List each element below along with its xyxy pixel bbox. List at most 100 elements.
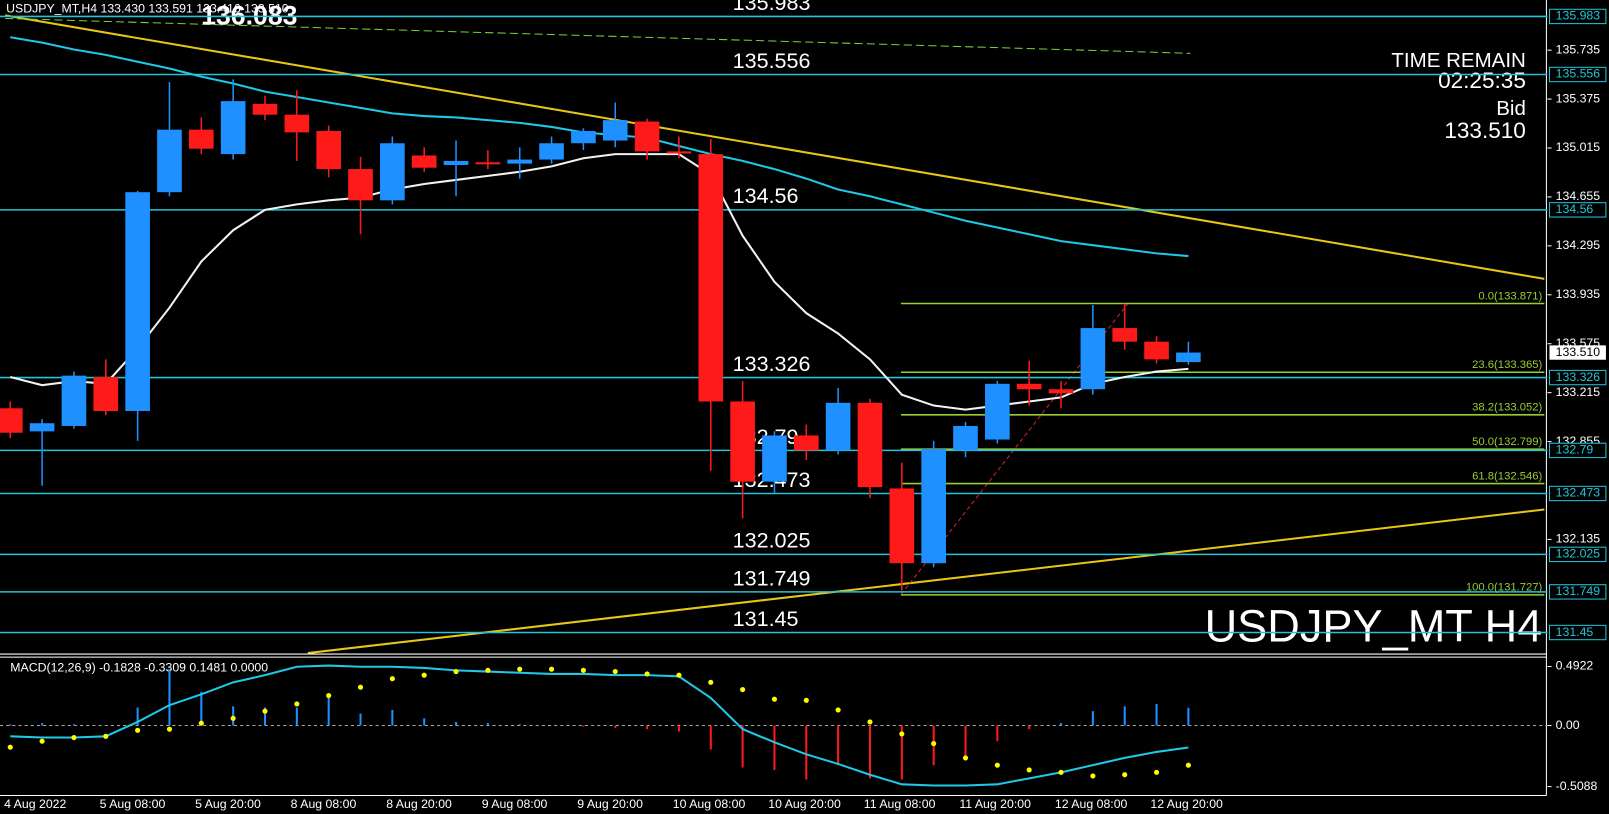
signal-dot [1185, 762, 1191, 768]
y-tick-label: 135.375 [1556, 91, 1601, 105]
bid-box-label: 133.510 [1556, 345, 1601, 359]
candle-body [157, 129, 182, 193]
y-tick-label: 134.655 [1556, 189, 1601, 203]
candle-body [220, 101, 246, 155]
macd-line [10, 664, 1189, 787]
candle-body [730, 401, 755, 482]
signal-dot [453, 668, 459, 675]
candle-body [93, 377, 119, 411]
x-tick-label: 8 Aug 20:00 [386, 797, 452, 811]
x-tick-label: 11 Aug 20:00 [959, 797, 1031, 811]
signal-dot [994, 762, 1000, 768]
candle-body [1080, 328, 1106, 390]
bid-box [1549, 345, 1606, 360]
x-tick-label: 9 Aug 20:00 [577, 797, 643, 811]
ma-line [10, 36, 1189, 258]
candle-body [252, 103, 278, 115]
level-box-label: 132.79 [1556, 443, 1594, 457]
candle-body [985, 383, 1010, 440]
level-label: 132.025 [733, 529, 811, 553]
candle-body [348, 169, 373, 201]
bid-value: 133.510 [1444, 118, 1526, 143]
signal-dot [803, 697, 809, 703]
level-box [1548, 442, 1607, 459]
signal-dot [294, 701, 300, 707]
level-label: 131.749 [733, 566, 811, 590]
signal-dot [740, 686, 746, 693]
y-tick-label: 133.215 [1556, 385, 1601, 399]
level-box [1548, 485, 1607, 502]
bid-label: Bid [1496, 97, 1526, 120]
signal-dot [71, 734, 77, 741]
trendline [307, 508, 1545, 655]
candle-body [793, 435, 819, 451]
signal-dot [548, 666, 555, 672]
signal-dot [867, 719, 873, 725]
y-tick-label: 134.295 [1556, 238, 1601, 252]
candle-body [475, 162, 501, 165]
candle-body [1048, 389, 1074, 394]
x-tick-label: 11 Aug 08:00 [864, 797, 936, 811]
candle-body [0, 408, 23, 433]
signal-dot [644, 671, 650, 677]
signal-dot [962, 755, 969, 761]
candle-body [1176, 352, 1201, 363]
signal-dot [103, 733, 109, 739]
signal-dot [612, 668, 618, 675]
signal-dot [1058, 769, 1064, 775]
candle-body [411, 155, 437, 168]
x-tick-label: 5 Aug 08:00 [100, 797, 166, 811]
level-box-label: 134.56 [1556, 202, 1594, 216]
level-box [1548, 584, 1607, 600]
candle-body [1144, 341, 1169, 360]
signal-dot [39, 738, 45, 744]
level-box [1548, 546, 1607, 563]
signal-dot [899, 731, 905, 737]
signal-dot [262, 708, 268, 714]
candle-body [953, 425, 978, 451]
fib-label: 23.6(133.365) [1472, 359, 1542, 371]
x-tick-label: 4 Aug 2022 [4, 797, 66, 811]
signal-dot [166, 726, 173, 732]
y-tick-label: 0.00 [1556, 718, 1580, 732]
signal-dot [835, 707, 841, 713]
y-tick-label: 133.935 [1556, 287, 1601, 301]
x-tick-label: 5 Aug 20:00 [195, 797, 261, 811]
trendline [5, 17, 1191, 54]
fib-label: 100.0(131.727) [1466, 582, 1543, 594]
fib-label: 61.8(132.546) [1472, 470, 1542, 482]
signal-dot [580, 667, 586, 673]
x-tick-label: 8 Aug 08:00 [291, 797, 357, 811]
level-box [1548, 66, 1607, 83]
level-box [1548, 624, 1607, 641]
signal-dot [1090, 773, 1096, 779]
candle-body [507, 159, 533, 164]
x-tick-label: 10 Aug 20:00 [768, 797, 841, 811]
candle-body [1016, 383, 1042, 390]
signal-dot [1153, 769, 1160, 775]
x-tick-label: 9 Aug 08:00 [482, 797, 548, 811]
candle-body [857, 402, 883, 488]
trendline [4, 14, 1545, 280]
signal-dot [135, 727, 141, 733]
level-box-label: 133.326 [1556, 370, 1601, 384]
price-label: 136.083 [201, 0, 297, 30]
level-label: 135.556 [733, 49, 811, 73]
candle-body [698, 154, 724, 402]
candle-body [316, 131, 341, 170]
level-box-label: 131.749 [1556, 584, 1601, 598]
candle-body [284, 114, 310, 133]
signal-dot [676, 672, 682, 678]
y-tick-label: 0.4922 [1556, 659, 1594, 673]
signal-dot [230, 715, 236, 721]
chart-title: USDJPY_MT,H4 133.430 133.591 133.416 133… [6, 1, 289, 15]
signal-dot [326, 692, 332, 699]
candle-body [125, 192, 150, 411]
level-label: 131.45 [733, 607, 799, 631]
candle-body [188, 129, 214, 149]
signal-dot [485, 667, 491, 673]
candle-body [61, 375, 87, 426]
watermark: USDJPY_MT H4 [1205, 600, 1543, 651]
signal-dot [517, 666, 523, 672]
level-box-label: 131.45 [1556, 625, 1594, 639]
